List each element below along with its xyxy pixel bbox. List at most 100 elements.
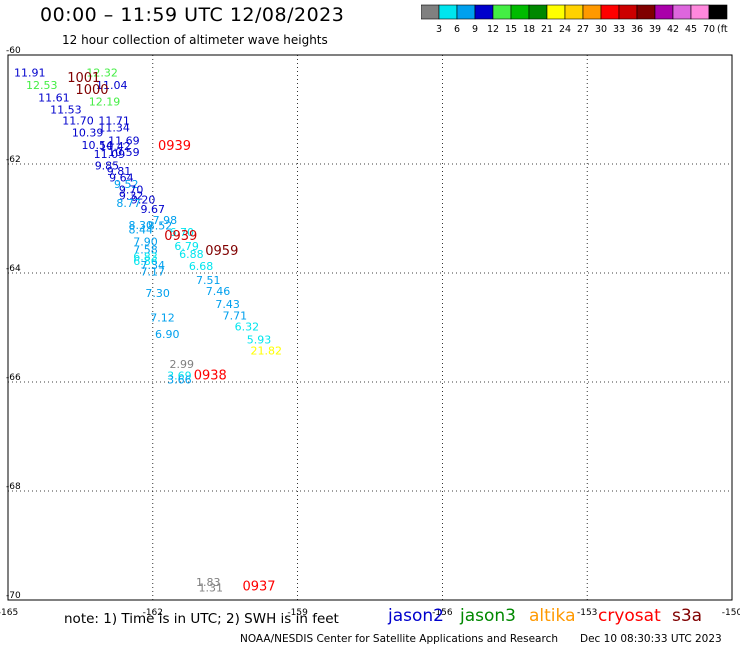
data-point-label: 8.30 — [128, 219, 153, 232]
data-point-label: 9.64 — [109, 172, 134, 185]
data-point-label: 11.69 — [108, 135, 140, 148]
data-point-label: 7.17 — [141, 265, 166, 278]
scale-label: 70 — [703, 24, 715, 35]
data-point-label: 9.20 — [131, 193, 156, 206]
chart-subtitle: 12 hour collection of altimeter wave hei… — [62, 33, 328, 47]
data-point-label: 3.69 — [167, 369, 192, 382]
x-tick-label: -165 — [0, 608, 18, 618]
generated-timestamp: Dec 10 08:30:33 UTC 2023 — [580, 633, 722, 645]
chart-title: 00:00 – 11:59 UTC 12/08/2023 — [40, 4, 345, 26]
scale-label: 39 — [649, 24, 661, 35]
data-point-label: 3.66 — [167, 373, 192, 386]
data-point-label: 1.31 — [198, 581, 223, 594]
data-point-label: 7.46 — [206, 285, 231, 298]
scale-label: 15 — [505, 24, 517, 35]
scale-label: 3 — [436, 24, 442, 35]
scale-label: 12 — [487, 24, 499, 35]
data-point-label: 9.85 — [95, 160, 120, 173]
data-point-label: 12.53 — [26, 79, 58, 92]
scale-label: 27 — [577, 24, 589, 35]
data-point-label: 6.68 — [189, 260, 214, 273]
data-point-label: 7.30 — [145, 287, 170, 300]
scale-label: 6 — [454, 24, 460, 35]
data-point-label: 10.39 — [72, 126, 104, 139]
data-point-label: 8.44 — [128, 223, 153, 236]
data-point-label: 7.12 — [150, 312, 175, 325]
y-tick-label: -68 — [6, 482, 21, 492]
data-point-label: 11.61 — [38, 92, 70, 105]
data-point-label: 9.32 — [119, 190, 144, 203]
pass-time-label: 1001 — [67, 71, 100, 86]
mission-s3a: s3a — [672, 606, 703, 626]
footer-note: note: 1) Time is in UTC; 2) SWH is in fe… — [64, 611, 339, 627]
scale-swatch — [708, 4, 728, 20]
data-point-label: 11.04 — [96, 79, 128, 92]
data-point-label: 7.43 — [215, 298, 240, 311]
scale-label: 33 — [613, 24, 625, 35]
y-tick-label: -62 — [6, 155, 21, 165]
scale-label: 18 — [523, 24, 535, 35]
data-point-label: 7.98 — [153, 214, 178, 227]
data-point-label: 9.67 — [141, 203, 166, 216]
data-point-label: 11.09 — [94, 148, 126, 161]
data-point-label: 9.70 — [119, 184, 144, 197]
scale-label: 24 — [559, 24, 571, 35]
y-tick-label: -60 — [6, 46, 21, 56]
pass-time-label: 0938 — [194, 368, 227, 383]
data-point-label: 9.81 — [107, 165, 132, 178]
data-point-label: 6.88 — [179, 248, 204, 261]
data-point-label: 6.79 — [174, 240, 199, 253]
pass-time-label: 0959 — [205, 244, 238, 259]
x-tick-label: -159 — [287, 608, 308, 618]
scale-label: 36 — [631, 24, 643, 35]
data-point-label: 1.83 — [196, 576, 221, 589]
scale-unit: (ft) — [717, 24, 728, 35]
data-point-label: 7.90 — [133, 235, 158, 248]
scale-label: 9 — [472, 24, 478, 35]
pass-time-label: 0937 — [242, 579, 275, 594]
data-point-label: 10.54 — [82, 139, 114, 152]
data-point-label: 2.99 — [170, 358, 195, 371]
data-point-label: 7.71 — [223, 310, 248, 323]
scale-label: 21 — [541, 24, 553, 35]
x-tick-label: -150 — [722, 608, 740, 618]
data-point-label: 6.83 — [133, 251, 158, 264]
pass-time-label: 0939 — [158, 139, 191, 154]
data-point-label: 12.32 — [86, 66, 118, 79]
data-point-label: 6.90 — [155, 328, 180, 341]
y-tick-label: -70 — [6, 591, 21, 601]
data-point-label: 10.59 — [108, 146, 140, 159]
data-point-label: 5.93 — [247, 333, 272, 346]
scale-label: 30 — [595, 24, 607, 35]
y-tick-label: -66 — [6, 373, 21, 383]
data-point-label: 12.19 — [89, 95, 121, 108]
data-point-label: 8.52 — [148, 220, 173, 233]
data-point-label: 11.71 — [98, 114, 130, 127]
y-tick-label: -64 — [6, 264, 21, 274]
data-point-label: 10.42 — [99, 140, 131, 153]
data-point-label: 7.34 — [141, 259, 166, 272]
data-point-label: 6.86 — [133, 255, 158, 268]
x-tick-label: -162 — [143, 608, 163, 618]
mission-cryosat: cryosat — [598, 606, 661, 626]
data-point-label: 11.91 — [14, 66, 46, 79]
x-tick-label: -153 — [577, 608, 597, 618]
mission-altika: altika — [529, 606, 576, 626]
credit-line: NOAA/NESDIS Center for Satellite Applica… — [240, 633, 558, 645]
plot-frame — [7, 54, 733, 601]
data-point-label: 7.58 — [133, 244, 158, 257]
x-tick-label: -156 — [432, 608, 453, 618]
data-point-label: 6.70 — [170, 226, 195, 239]
data-point-label: 6.32 — [235, 320, 260, 333]
data-point-label: 11.53 — [50, 104, 82, 117]
pass-time-label: 0939 — [164, 229, 197, 244]
scale-label: 42 — [667, 24, 679, 35]
data-point-label: 21.82 — [250, 344, 282, 357]
mission-jason3: jason3 — [460, 606, 516, 626]
pass-time-label: 1000 — [75, 83, 108, 98]
data-point-label: 9.52 — [114, 178, 139, 191]
mission-jason2: jason2 — [388, 606, 444, 626]
data-point-label: 8.77 — [116, 197, 141, 210]
data-point-label: 11.70 — [62, 114, 94, 127]
